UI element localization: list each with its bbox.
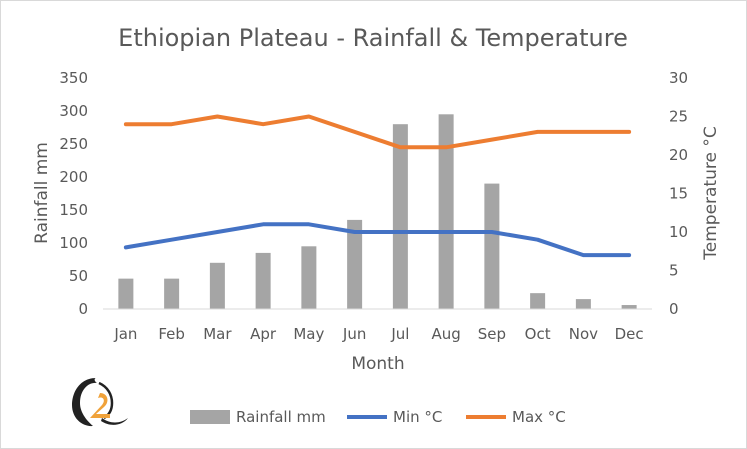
legend-label-rainfall: Rainfall mm [236,408,326,426]
rainfall-bar [118,278,134,309]
rainfall-bar [621,305,637,309]
rainfall-bar [164,278,180,309]
x-axis-title: Month [351,354,404,374]
y-tick-label: 300 [59,102,88,120]
x-axis: Jan Feb Mar Apr May Jun Jul Aug Sep Oct Nov Dec [103,308,652,343]
rainfall-bar [484,183,500,309]
x-tick-label: Sep [478,325,506,343]
chart-title: Ethiopian Plateau - Rainfall & Temperatu… [118,24,628,52]
x-tick-label: Feb [158,325,185,343]
legend-swatch-rainfall [190,410,230,424]
y2-tick-label: 30 [669,69,688,87]
rainfall-bar [255,252,271,309]
rainfall-bar [575,299,591,309]
y-axis-title: Rainfall mm [32,142,52,244]
x-tick-label: May [293,325,324,343]
y2-tick-label: 5 [669,262,679,280]
y2-axis-title: Temperature °C [701,126,721,260]
y-axis-right: 0 5 10 15 20 25 30 [669,69,688,318]
y-tick-label: 100 [59,234,88,252]
x-tick-label: Apr [250,325,277,343]
legend: Rainfall mm Min °C Max °C [190,408,566,426]
x-tick-label: Jun [342,325,366,343]
x-tick-label: Oct [525,325,551,343]
rainfall-bar [530,293,546,309]
x-tick-label: Mar [203,325,232,343]
rainfall-bar [209,262,225,309]
y-tick-label: 200 [59,168,88,186]
rainfall-bar [392,124,408,309]
y2-tick-label: 15 [669,185,688,203]
temperature-lines [123,114,632,258]
y2-tick-label: 0 [669,300,679,318]
y-tick-label: 50 [69,267,88,285]
x-tick-label: Aug [431,325,460,343]
y-tick-label: 250 [59,135,88,153]
legend-label-min: Min °C [393,408,442,426]
rainfall-bar [347,219,363,309]
y-axis-left: 0 50 100 150 200 250 300 350 [59,69,88,318]
legend-label-max: Max °C [512,408,566,426]
y-tick-label: 0 [78,300,88,318]
y2-tick-label: 20 [669,146,688,164]
q-logo [72,378,128,427]
rainfall-bar [438,114,454,309]
y-tick-label: 150 [59,201,88,219]
rainfall-bars [118,114,637,309]
y2-tick-label: 25 [669,108,688,126]
x-tick-label: Jan [113,325,137,343]
y2-tick-label: 10 [669,223,688,241]
x-tick-label: Jul [390,325,409,343]
min-temp-line [123,222,632,258]
x-tick-label: Nov [569,325,598,343]
x-tick-label: Dec [615,325,644,343]
y-tick-label: 350 [59,69,88,87]
rainfall-bar [301,246,317,309]
max-temp-line [123,114,632,150]
